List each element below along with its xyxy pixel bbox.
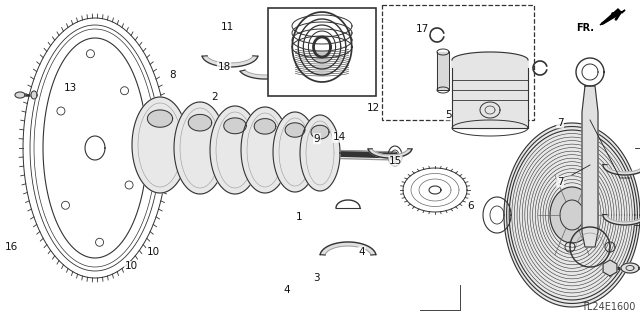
Text: 12: 12 — [367, 103, 380, 114]
Text: 6: 6 — [467, 201, 474, 211]
Polygon shape — [437, 52, 449, 90]
Text: 1: 1 — [296, 212, 303, 222]
Polygon shape — [600, 9, 625, 25]
Polygon shape — [254, 119, 276, 134]
Circle shape — [61, 201, 70, 209]
Polygon shape — [300, 115, 340, 191]
Circle shape — [125, 181, 133, 189]
Polygon shape — [241, 107, 289, 193]
Polygon shape — [188, 115, 212, 131]
Polygon shape — [147, 110, 173, 127]
Polygon shape — [368, 149, 412, 158]
Polygon shape — [603, 214, 640, 225]
Polygon shape — [603, 260, 617, 276]
Polygon shape — [31, 91, 37, 99]
Text: 17: 17 — [416, 24, 429, 34]
Text: 13: 13 — [64, 83, 77, 93]
Text: TL24E1600: TL24E1600 — [580, 302, 635, 312]
Polygon shape — [132, 97, 188, 193]
Text: 7: 7 — [557, 118, 563, 128]
Circle shape — [86, 50, 95, 58]
Polygon shape — [210, 106, 260, 194]
Polygon shape — [452, 68, 528, 128]
Circle shape — [95, 238, 104, 246]
Text: 4: 4 — [284, 285, 290, 295]
Polygon shape — [285, 123, 305, 137]
Polygon shape — [311, 125, 329, 139]
Circle shape — [57, 107, 65, 115]
Polygon shape — [452, 52, 528, 68]
Text: 16: 16 — [4, 242, 18, 252]
Polygon shape — [550, 187, 594, 243]
Polygon shape — [273, 112, 317, 192]
Polygon shape — [320, 242, 376, 255]
Text: 10: 10 — [124, 261, 138, 271]
Text: 11: 11 — [221, 22, 234, 32]
Polygon shape — [240, 67, 291, 79]
Text: 8: 8 — [170, 70, 176, 80]
Text: 5: 5 — [445, 110, 451, 120]
Bar — [268, 8, 376, 96]
Text: 2: 2 — [211, 92, 218, 102]
Polygon shape — [504, 123, 640, 307]
Text: 3: 3 — [314, 272, 320, 283]
Text: 4: 4 — [358, 247, 365, 257]
Polygon shape — [174, 102, 226, 194]
Polygon shape — [603, 165, 640, 175]
Text: FR.: FR. — [576, 23, 594, 33]
Text: 7: 7 — [557, 177, 563, 187]
Text: 18: 18 — [218, 62, 230, 72]
Polygon shape — [224, 118, 246, 134]
Text: 14: 14 — [332, 132, 346, 142]
Bar — [382, 5, 534, 120]
Text: 10: 10 — [147, 247, 160, 257]
Polygon shape — [202, 56, 258, 67]
Circle shape — [120, 87, 129, 95]
Polygon shape — [582, 86, 598, 247]
Text: 15: 15 — [389, 156, 402, 166]
Text: 9: 9 — [314, 134, 320, 144]
Polygon shape — [15, 92, 25, 98]
Polygon shape — [621, 263, 639, 273]
